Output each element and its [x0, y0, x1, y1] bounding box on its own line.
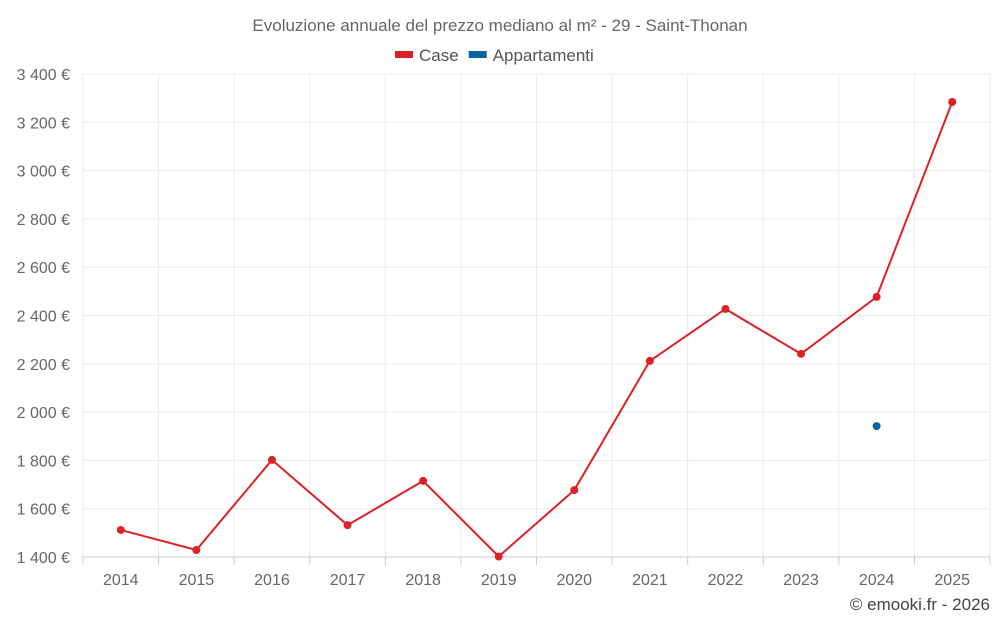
series-line-0: [120, 101, 954, 558]
data-point-case-2021: [645, 356, 654, 365]
data-point-appartamenti-2024: [872, 422, 881, 431]
y-tick-label: 1 600 €: [17, 502, 70, 519]
data-point-case-2023: [797, 349, 806, 358]
y-tick-label: 2 600 €: [17, 260, 70, 277]
y-tick-label: 2 200 €: [17, 357, 70, 374]
x-tick-label: 2016: [254, 572, 290, 589]
data-point-case-2019: [494, 552, 503, 561]
y-tick-label: 3 200 €: [17, 115, 70, 132]
y-tick-label: 3 000 €: [17, 164, 70, 181]
x-tick-label: 2022: [708, 572, 744, 589]
x-tick-label: 2021: [632, 572, 668, 589]
y-tick-label: 3 400 €: [17, 67, 70, 84]
y-tick-label: 1 800 €: [17, 453, 70, 470]
x-tick-label: 2015: [179, 572, 215, 589]
legend-label-1: Appartamenti: [493, 46, 594, 65]
data-point-case-2015: [192, 545, 201, 554]
x-tick-label: 2024: [859, 572, 895, 589]
x-tick-label: 2017: [330, 572, 366, 589]
data-point-case-2018: [419, 476, 428, 485]
data-point-case-2014: [116, 525, 125, 534]
legend-swatch-0: [395, 51, 413, 58]
x-tick-label: 2014: [103, 572, 139, 589]
data-point-case-2020: [570, 486, 579, 495]
x-tick-label: 2023: [783, 572, 819, 589]
y-tick-label: 2 800 €: [17, 212, 70, 229]
y-tick-label: 2 000 €: [17, 405, 70, 422]
x-tick-label: 2018: [405, 572, 441, 589]
data-point-case-2022: [721, 304, 730, 313]
x-tick-label: 2020: [556, 572, 592, 589]
legend-label-0: Case: [419, 46, 459, 65]
data-point-case-2016: [267, 455, 276, 464]
x-tick-label: 2019: [481, 572, 517, 589]
y-tick-label: 1 400 €: [17, 550, 70, 567]
data-point-case-2024: [872, 292, 881, 301]
data-point-case-2017: [343, 521, 352, 530]
chart-title: Evoluzione annuale del prezzo mediano al…: [252, 16, 747, 35]
data-point-case-2025: [948, 98, 957, 107]
y-tick-label: 2 400 €: [17, 309, 70, 326]
x-tick-label: 2025: [934, 572, 970, 589]
credit-text: © emooki.fr - 2026: [850, 595, 990, 614]
legend-swatch-1: [468, 51, 487, 58]
